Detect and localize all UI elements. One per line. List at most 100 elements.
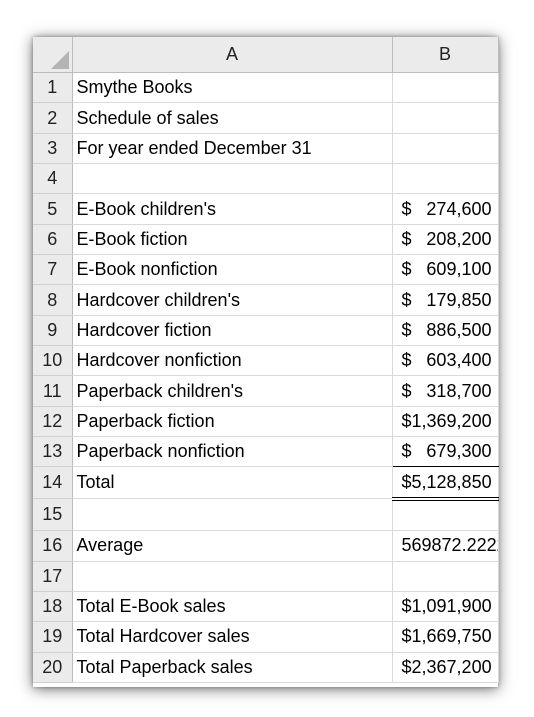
cell-a[interactable]: Smythe Books (72, 72, 393, 104)
row-header[interactable]: 12 (33, 406, 73, 438)
currency-symbol: $ (401, 410, 412, 431)
currency-symbol: $ (401, 380, 412, 401)
table-row: 10 Hardcover nonfiction $603,400 (33, 345, 499, 377)
cell-a[interactable]: Hardcover nonfiction (72, 345, 393, 377)
currency-symbol: $ (401, 228, 412, 249)
cell-a[interactable] (72, 561, 393, 592)
cell-a[interactable]: Total E-Book sales (72, 591, 393, 623)
cell-b[interactable]: $1,669,750 (392, 621, 499, 653)
table-row: 1 Smythe Books (33, 72, 499, 104)
cell-b[interactable] (392, 72, 499, 104)
table-row: 7 E-Book nonfiction $609,100 (33, 254, 499, 286)
cell-b[interactable]: $5,128,850 (392, 466, 499, 501)
column-header-row: A B (33, 37, 499, 73)
cell-a[interactable]: Total Hardcover sales (72, 621, 393, 653)
cell-b[interactable] (392, 102, 499, 134)
row-header[interactable]: 20 (33, 652, 73, 683)
cell-a-text: E-Book fiction (76, 228, 188, 249)
row-header[interactable]: 16 (33, 530, 73, 562)
column-header-a[interactable]: A (72, 37, 393, 73)
cell-a[interactable]: E-Book fiction (72, 224, 393, 256)
worksheet-grid: A B 1 Smythe Books 2 Schedule of sales 3 For … (33, 37, 499, 683)
cell-b[interactable]: $679,300 (392, 436, 499, 468)
column-header-b[interactable]: B (392, 37, 499, 73)
cell-a[interactable]: Hardcover children's (72, 284, 393, 316)
currency-value: $1,369,200 (402, 411, 492, 432)
cell-b[interactable]: $179,850 (392, 284, 499, 316)
table-row: 2 Schedule of sales (33, 102, 499, 134)
table-row: 19 Total Hardcover sales $1,669,750 (33, 621, 499, 653)
cell-a[interactable]: E-Book nonfiction (72, 254, 393, 286)
cell-a[interactable]: Schedule of sales (72, 102, 393, 134)
row-header[interactable]: 13 (33, 436, 73, 468)
row-header[interactable]: 5 (33, 193, 73, 225)
cell-b-value: 886,500 (426, 319, 492, 340)
row-header[interactable]: 9 (33, 315, 73, 347)
cell-a[interactable] (72, 163, 393, 195)
cell-b-value: 179,850 (426, 289, 492, 310)
cell-a[interactable]: Paperback fiction (72, 406, 393, 438)
cell-b[interactable]: $609,100 (392, 254, 499, 286)
cell-a[interactable] (72, 498, 393, 532)
cell-a[interactable]: Hardcover fiction (72, 315, 393, 347)
row-header[interactable]: 4 (33, 163, 73, 195)
cell-a[interactable]: Paperback nonfiction (72, 436, 393, 468)
table-row: 11 Paperback children's $318,700 (33, 375, 499, 407)
cell-b[interactable]: $603,400 (392, 345, 499, 377)
cell-a-text: Average (76, 535, 144, 556)
cell-a[interactable]: For year ended December 31 (72, 133, 393, 165)
cell-b[interactable]: $886,500 (392, 315, 499, 347)
select-all-button[interactable] (33, 37, 73, 73)
currency-value: $886,500 (402, 320, 492, 341)
row-header[interactable]: 7 (33, 254, 73, 286)
cell-b-value: 5,128,850 (411, 471, 492, 492)
currency-value: $208,200 (402, 229, 492, 250)
row-header[interactable]: 1 (33, 72, 73, 104)
cell-b[interactable] (392, 133, 499, 165)
cell-b[interactable]: $274,600 (392, 193, 499, 225)
cell-a[interactable]: Paperback children's (72, 375, 393, 407)
cell-b[interactable] (392, 561, 499, 592)
cell-a[interactable]: E-Book children's (72, 193, 393, 225)
table-row: 20 Total Paperback sales $2,367,200 (33, 652, 499, 683)
cell-a[interactable]: Average (72, 530, 393, 562)
cell-b[interactable]: $208,200 (392, 224, 499, 256)
row-header[interactable]: 3 (33, 133, 73, 165)
cell-b[interactable] (392, 498, 499, 532)
cell-a-text: Paperback fiction (76, 410, 215, 431)
row-header[interactable]: 8 (33, 284, 73, 316)
table-row: 13 Paperback nonfiction $679,300 (33, 436, 499, 468)
cell-a-text: E-Book nonfiction (76, 259, 218, 280)
row-header[interactable]: 10 (33, 345, 73, 377)
cell-b[interactable]: $1,369,200 (392, 406, 499, 438)
cell-b[interactable]: $1,091,900 (392, 591, 499, 623)
row-header[interactable]: 18 (33, 591, 73, 623)
currency-value: $2,367,200 (402, 657, 492, 678)
cell-b[interactable]: 569872.2222 (392, 530, 499, 562)
cell-b[interactable]: $318,700 (392, 375, 499, 407)
currency-symbol: $ (401, 656, 412, 677)
row-header[interactable]: 17 (33, 561, 73, 592)
cell-a[interactable]: Total (72, 466, 393, 500)
row-header[interactable]: 11 (33, 375, 73, 407)
table-row: 14 Total $5,128,850 (33, 466, 499, 501)
currency-symbol: $ (401, 259, 412, 280)
cell-b[interactable]: $2,367,200 (392, 652, 499, 683)
select-all-triangle-icon (50, 51, 69, 69)
row-header[interactable]: 14 (33, 466, 73, 500)
cell-b[interactable] (392, 163, 499, 195)
currency-value: $679,300 (402, 441, 492, 462)
table-row: 15 (33, 498, 499, 532)
table-row: 18 Total E-Book sales $1,091,900 (33, 591, 499, 623)
row-header[interactable]: 15 (33, 498, 73, 532)
row-header[interactable]: 2 (33, 102, 73, 134)
cell-b-value: 1,091,900 (411, 596, 492, 617)
cell-a-text: For year ended December 31 (76, 137, 312, 158)
row-header[interactable]: 6 (33, 224, 73, 256)
row-header[interactable]: 19 (33, 621, 73, 653)
cell-a-text: Hardcover fiction (76, 319, 212, 340)
cell-a[interactable]: Total Paperback sales (72, 652, 393, 683)
cell-b-value: 1,669,750 (411, 626, 492, 647)
cell-b-value: 679,300 (426, 441, 492, 462)
cell-a-text: Hardcover nonfiction (76, 350, 242, 371)
